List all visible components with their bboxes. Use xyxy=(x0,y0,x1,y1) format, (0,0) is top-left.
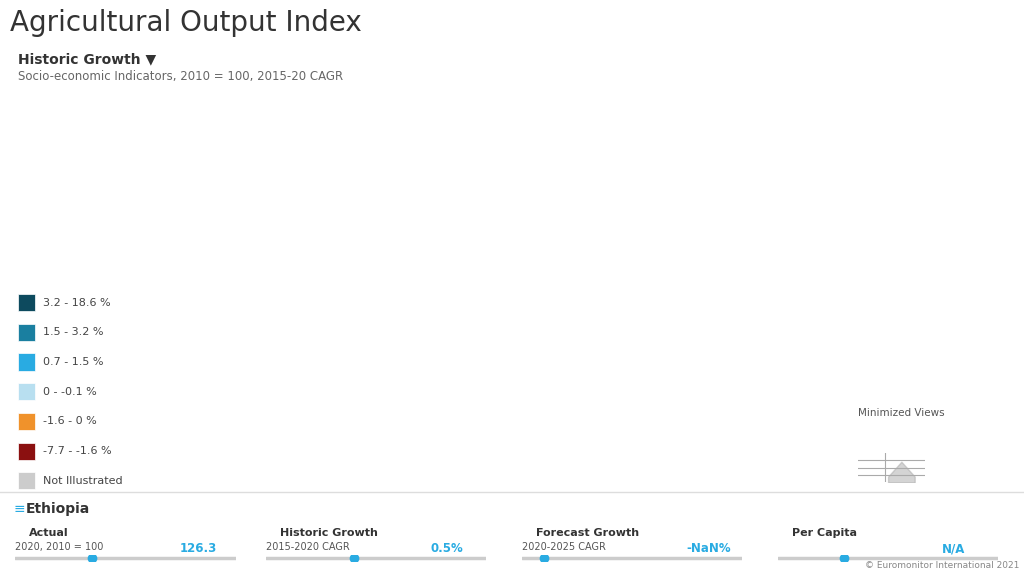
Text: 0 - -0.1 %: 0 - -0.1 % xyxy=(43,387,96,397)
Text: -NaN%: -NaN% xyxy=(686,542,731,556)
Text: 126.3: 126.3 xyxy=(179,542,216,556)
Text: 0.7 - 1.5 %: 0.7 - 1.5 % xyxy=(43,357,103,367)
Text: Historic Growth: Historic Growth xyxy=(280,528,378,538)
Text: Forecast Growth: Forecast Growth xyxy=(536,528,639,538)
Text: 2015-2020 CAGR: 2015-2020 CAGR xyxy=(266,542,350,553)
Text: -7.7 - -1.6 %: -7.7 - -1.6 % xyxy=(43,446,112,456)
Text: 3.2 - 18.6 %: 3.2 - 18.6 % xyxy=(43,297,111,308)
Text: 2020-2025 CAGR: 2020-2025 CAGR xyxy=(522,542,606,553)
Text: Not Illustrated: Not Illustrated xyxy=(43,476,123,486)
Text: ≡: ≡ xyxy=(13,502,25,516)
Text: Per Capita: Per Capita xyxy=(792,528,856,538)
Text: Socio-economic Indicators, 2010 = 100, 2015-20 CAGR: Socio-economic Indicators, 2010 = 100, 2… xyxy=(18,70,344,83)
Text: 1.5 - 3.2 %: 1.5 - 3.2 % xyxy=(43,327,103,337)
Text: Minimized Views: Minimized Views xyxy=(858,408,945,419)
Text: Historic Growth ▼: Historic Growth ▼ xyxy=(18,53,157,67)
Text: 0.5%: 0.5% xyxy=(430,542,463,556)
Text: N/A: N/A xyxy=(942,542,966,556)
Text: 2020, 2010 = 100: 2020, 2010 = 100 xyxy=(15,542,103,553)
Text: Explore in Detail: Explore in Detail xyxy=(100,508,199,518)
Text: Agricultural Output Index: Agricultural Output Index xyxy=(10,9,362,37)
Text: © Euromonitor International 2021: © Euromonitor International 2021 xyxy=(864,561,1019,570)
Text: Actual: Actual xyxy=(29,528,69,538)
Text: -1.6 - 0 %: -1.6 - 0 % xyxy=(43,416,96,427)
Text: Ethiopia: Ethiopia xyxy=(26,502,90,516)
